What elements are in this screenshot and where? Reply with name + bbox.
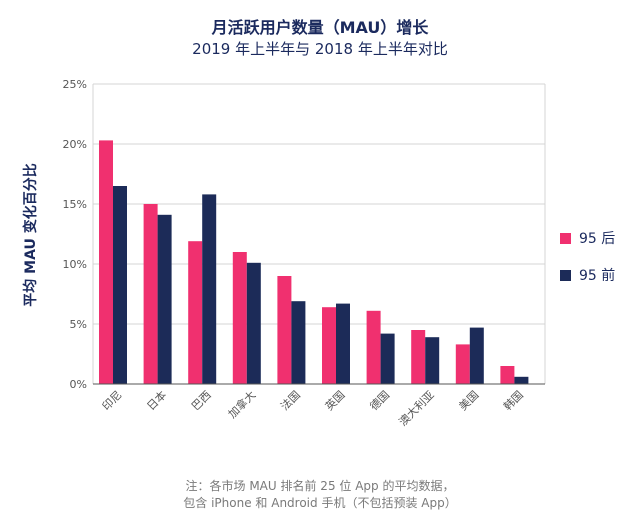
legend-item-pre95: 95 前 [560,265,615,285]
bar-pre95 [157,214,172,384]
bar-pre95 [202,194,217,384]
y-tick-label: 20% [63,138,87,151]
x-tick-label: 加拿大 [225,388,258,421]
chart-title: 月活跃用户数量（MAU）增长 [211,18,429,37]
y-tick-label: 25% [63,78,87,91]
x-tick-label: 德国 [367,388,392,413]
legend-swatch-post95 [560,232,571,244]
y-tick-label: 5% [70,318,87,331]
x-tick-label: 韩国 [501,388,526,413]
bar-pre95 [336,303,350,384]
bar-chart: 0% 5% 10% 15% 20% 25% 印尼 日本 巴西 加拿大 法国 英国 德国 澳大利亚 美国 韩国 [63,78,546,429]
y-tick-label: 0% [70,378,87,391]
bar-post95 [366,310,381,384]
x-tick-label: 法国 [278,388,303,413]
x-tick-label: 澳大利亚 [396,388,437,429]
x-tick-label: 印尼 [100,388,125,413]
bar-pre95 [469,327,484,384]
bar-pre95 [380,333,395,384]
legend-swatch-pre95 [560,269,571,281]
x-tick-label: 英国 [322,388,347,413]
bar-post95 [322,307,336,384]
bar-post95 [277,276,292,384]
legend-label-post95: 95 后 [579,231,616,247]
x-tick-label: 日本 [144,388,169,413]
footnote-line-2: 包含 iPhone 和 Android 手机（不包括预装 App） [183,496,457,510]
bar-pre95 [113,186,127,384]
legend-item-post95: 95 后 [560,228,615,248]
bar-post95 [188,241,203,384]
footnote-line-1: 注：各市场 MAU 排名前 25 位 App 的平均数据， [185,479,455,493]
legend-label-pre95: 95 前 [579,268,616,284]
bar-pre95 [291,301,306,384]
x-tick-label: 巴西 [189,388,214,413]
bar-post95 [99,140,113,384]
bar-post95 [500,366,515,384]
bar-pre95 [514,376,529,384]
y-tick-label: 10% [63,258,87,271]
y-tick-label: 15% [63,198,87,211]
bar-pre95 [425,337,440,384]
bar-post95 [455,344,470,384]
chart-subtitle: 2019 年上半年与 2018 年上半年对比 [192,40,448,58]
x-tick-label: 美国 [457,388,482,413]
bar-post95 [143,204,158,384]
bar-post95 [411,330,426,384]
bar-pre95 [246,262,261,384]
bar-post95 [232,252,247,384]
